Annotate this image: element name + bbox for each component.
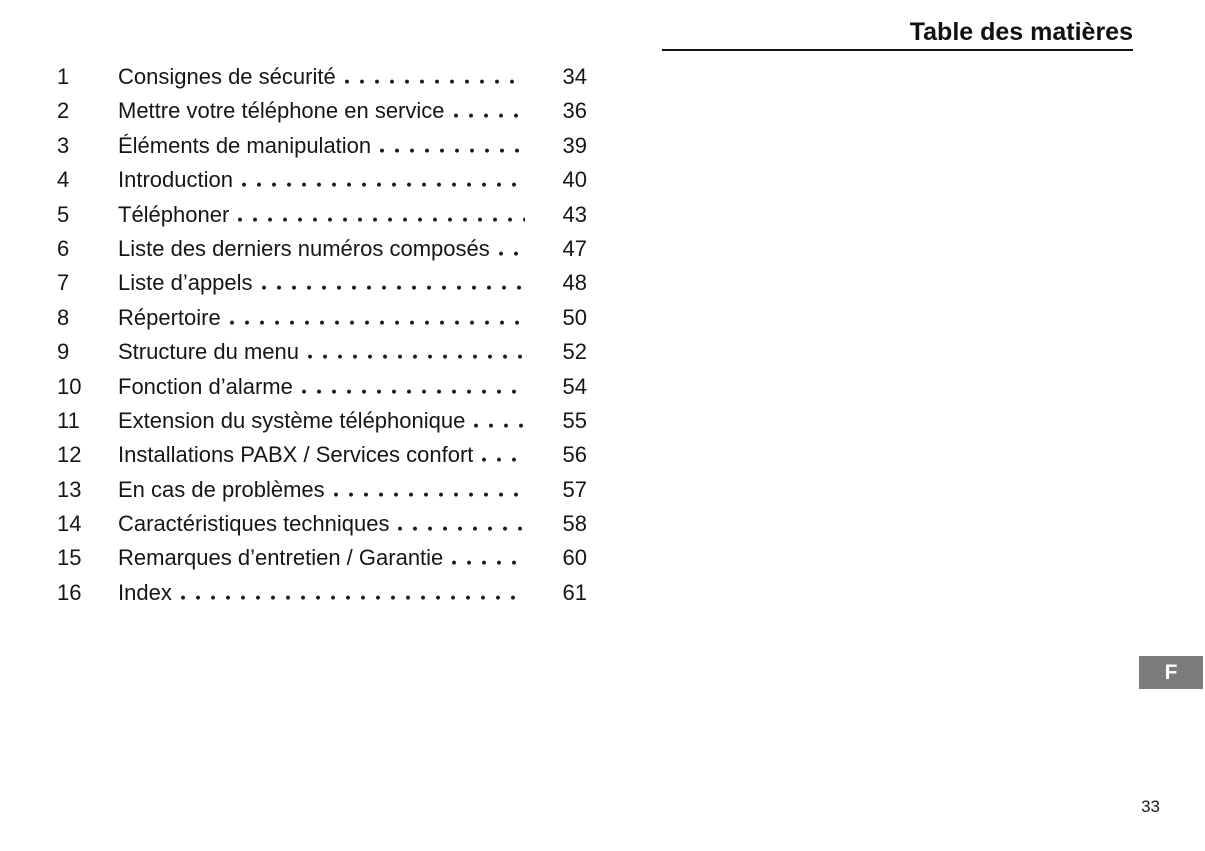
toc-entry: 15 Remarques d’entretien / Garantie 60 <box>57 541 587 575</box>
toc-entry-page-number: 61 <box>562 579 587 605</box>
footer-page-number: 33 <box>1141 797 1160 816</box>
header-rule-divider <box>662 49 1133 51</box>
toc-entry-title: Caractéristiques techniques <box>118 511 390 537</box>
toc-entry-page-number: 58 <box>562 511 587 537</box>
toc-entry: 4 Introduction 40 <box>57 163 587 197</box>
toc-entry-title: Installations PABX / Services confort <box>118 442 474 468</box>
dot-leader <box>180 594 525 600</box>
toc-entry-title: Consignes de sécurité <box>118 64 336 89</box>
toc-entry-title: Introduction <box>118 167 233 193</box>
dot-leader <box>307 354 525 360</box>
toc-entry-page-number: 52 <box>562 339 587 365</box>
language-tab-f: F <box>1139 656 1203 689</box>
language-tab-label: F <box>1164 660 1178 684</box>
dot-leader <box>261 285 525 291</box>
toc-entry-title: Mettre votre téléphone en service <box>118 98 445 124</box>
toc-entry-number: 2 <box>57 98 70 124</box>
toc-entry-page-number: 40 <box>562 167 587 193</box>
toc-entry-title: Éléments de manipulation <box>118 132 372 158</box>
toc-entry: 5 Téléphoner 43 <box>57 198 587 232</box>
toc-entry-title: Index <box>118 579 172 605</box>
toc-entry: 8 Répertoire 50 <box>57 301 587 335</box>
toc-entry-title: Répertoire <box>118 304 221 330</box>
dot-leader <box>301 388 525 394</box>
toc-entry: 10 Fonction d’alarme 54 <box>57 370 587 404</box>
toc-entry-number: 10 <box>57 373 82 399</box>
toc-entry: 2 Mettre votre téléphone en service 36 <box>57 94 587 128</box>
toc-entry: 14 Caractéristiques techniques 58 <box>57 507 587 541</box>
toc-entry-title: Remarques d’entretien / Garantie <box>118 545 444 571</box>
toc-entry-number: 16 <box>57 579 82 605</box>
toc-entry: 13 En cas de problèmes 57 <box>57 473 587 507</box>
toc-entry-title: Extension du système téléphonique <box>118 407 466 433</box>
dot-leader <box>474 422 525 428</box>
toc-entry-page-number: 43 <box>562 201 587 227</box>
toc-entry-number: 1 <box>57 64 70 89</box>
toc-entry: 6 Liste des derniers numéros composés 47 <box>57 232 587 266</box>
dot-leader <box>229 319 525 325</box>
toc-entry-number: 8 <box>57 304 70 330</box>
toc-entry-page-number: 56 <box>562 442 587 468</box>
dot-leader <box>398 526 525 532</box>
toc-entry-page-number: 48 <box>562 270 587 296</box>
dot-leader <box>344 79 525 84</box>
dot-leader <box>482 457 525 463</box>
dot-leader <box>380 147 525 153</box>
toc-entry-page-number: 36 <box>562 98 587 124</box>
toc-entry-title: Liste des derniers numéros composés <box>118 235 490 261</box>
toc-entry-page-number: 60 <box>562 545 587 571</box>
dot-leader <box>498 250 525 256</box>
toc-entry-page-number: 54 <box>562 373 587 399</box>
page-title: Table des matières <box>909 18 1133 46</box>
toc-entry-page-number: 47 <box>562 235 587 261</box>
toc-entry: 16 Index 61 <box>57 576 587 610</box>
toc-entry-number: 6 <box>57 235 70 261</box>
toc-entry-title: Téléphoner <box>118 201 230 227</box>
toc-entry-number: 12 <box>57 442 82 468</box>
dot-leader <box>452 560 525 566</box>
toc-entry-page-number: 50 <box>562 304 587 330</box>
toc-entry-number: 3 <box>57 132 70 158</box>
toc-entry-number: 15 <box>57 545 82 571</box>
toc-entry-number: 9 <box>57 339 70 365</box>
toc-entry-title: Liste d’appels <box>118 270 253 296</box>
toc-entry: 12 Installations PABX / Services confort… <box>57 438 587 472</box>
toc-entry-number: 14 <box>57 511 82 537</box>
dot-leader <box>333 491 525 497</box>
toc-entry-number: 5 <box>57 201 70 227</box>
dot-leader <box>453 113 525 119</box>
toc-entry: 3 Éléments de manipulation 39 <box>57 129 587 163</box>
toc-entry-number: 13 <box>57 476 82 502</box>
toc-entry-number: 11 <box>57 407 80 433</box>
dot-leader <box>238 216 525 222</box>
toc-entry-page-number: 55 <box>562 407 587 433</box>
table-of-contents: 1 Consignes de sécurité 34 2 Mettre votr… <box>57 60 587 610</box>
dot-leader <box>241 182 525 188</box>
toc-entry-number: 4 <box>57 167 70 193</box>
toc-entry: 1 Consignes de sécurité 34 <box>57 60 587 94</box>
toc-entry-title: En cas de problèmes <box>118 476 325 502</box>
toc-entry: 11 Extension du système téléphonique 55 <box>57 404 587 438</box>
toc-entry-page-number: 34 <box>562 64 587 89</box>
toc-entry-page-number: 39 <box>562 132 587 158</box>
toc-entry: 9 Structure du menu 52 <box>57 335 587 369</box>
toc-entry-title: Structure du menu <box>118 339 299 365</box>
toc-entry-page-number: 57 <box>562 476 587 502</box>
toc-entry: 7 Liste d’appels 48 <box>57 266 587 300</box>
toc-entry-number: 7 <box>57 270 70 296</box>
toc-entry-title: Fonction d’alarme <box>118 373 293 399</box>
